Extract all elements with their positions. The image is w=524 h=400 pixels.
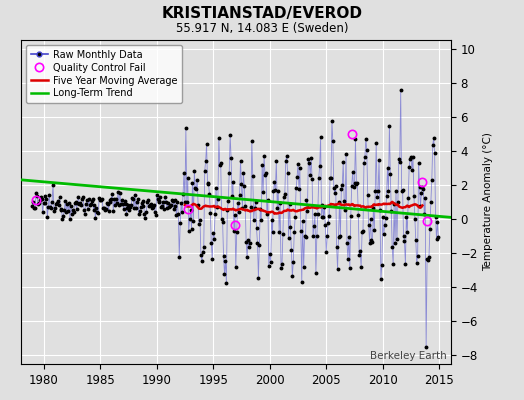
Text: Berkeley Earth: Berkeley Earth <box>369 351 446 361</box>
Text: KRISTIANSTAD/EVEROD: KRISTIANSTAD/EVEROD <box>161 6 363 21</box>
Y-axis label: Temperature Anomaly (°C): Temperature Anomaly (°C) <box>483 132 493 272</box>
Text: 55.917 N, 14.083 E (Sweden): 55.917 N, 14.083 E (Sweden) <box>176 22 348 35</box>
Legend: Raw Monthly Data, Quality Control Fail, Five Year Moving Average, Long-Term Tren: Raw Monthly Data, Quality Control Fail, … <box>26 45 182 103</box>
